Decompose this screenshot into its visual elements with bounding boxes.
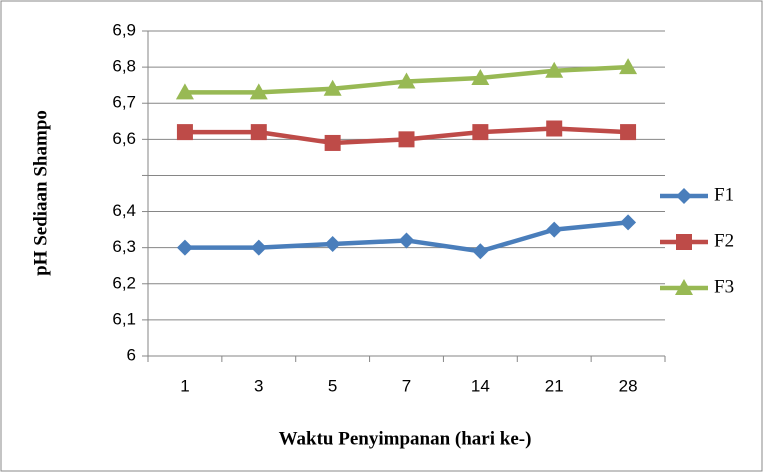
y-tick-label: 6,3	[112, 237, 136, 256]
x-tick-label: 5	[328, 376, 337, 395]
y-tick-label: 6,2	[112, 273, 136, 292]
marker	[323, 79, 342, 96]
x-tick-label: 3	[254, 376, 263, 395]
x-tick-label: 1	[180, 376, 189, 395]
y-tick-label: 6	[127, 345, 136, 364]
marker	[250, 239, 267, 256]
y-tick-label: 6,9	[112, 20, 136, 39]
marker	[546, 120, 563, 137]
marker	[471, 68, 490, 85]
legend-label: F3	[714, 276, 734, 297]
legend-label: F1	[714, 184, 734, 205]
y-tick-label: 6,1	[112, 309, 136, 328]
legend-marker	[676, 188, 692, 204]
marker	[546, 221, 563, 238]
y-tick-label: 6,7	[112, 93, 136, 112]
y-tick-label: 6,6	[112, 129, 136, 148]
x-axis-title: Waktu Penyimpanan (hari ke-)	[279, 428, 532, 449]
marker	[472, 124, 489, 141]
x-tick-label: 14	[471, 376, 490, 395]
marker	[324, 134, 341, 151]
y-tick-label: 6,8	[112, 57, 136, 76]
x-tick-label: 28	[619, 376, 638, 395]
legend-marker	[676, 234, 692, 250]
marker	[176, 239, 193, 256]
x-tick-label: 21	[545, 376, 564, 395]
marker	[619, 58, 638, 75]
marker	[620, 214, 637, 231]
marker	[175, 83, 194, 100]
marker	[176, 124, 193, 141]
y-axis-title: pH Sediaan Shampo	[30, 110, 51, 276]
marker	[545, 61, 564, 78]
marker	[398, 131, 415, 148]
marker	[249, 83, 268, 100]
x-tick-label: 7	[402, 376, 411, 395]
marker	[472, 243, 489, 260]
y-tick-label: 6,4	[112, 201, 136, 220]
marker	[324, 236, 341, 253]
marker	[397, 72, 416, 89]
marker	[620, 124, 637, 141]
marker	[398, 232, 415, 249]
legend-label: F2	[714, 230, 734, 251]
legend-marker	[675, 279, 693, 295]
marker	[250, 124, 267, 141]
